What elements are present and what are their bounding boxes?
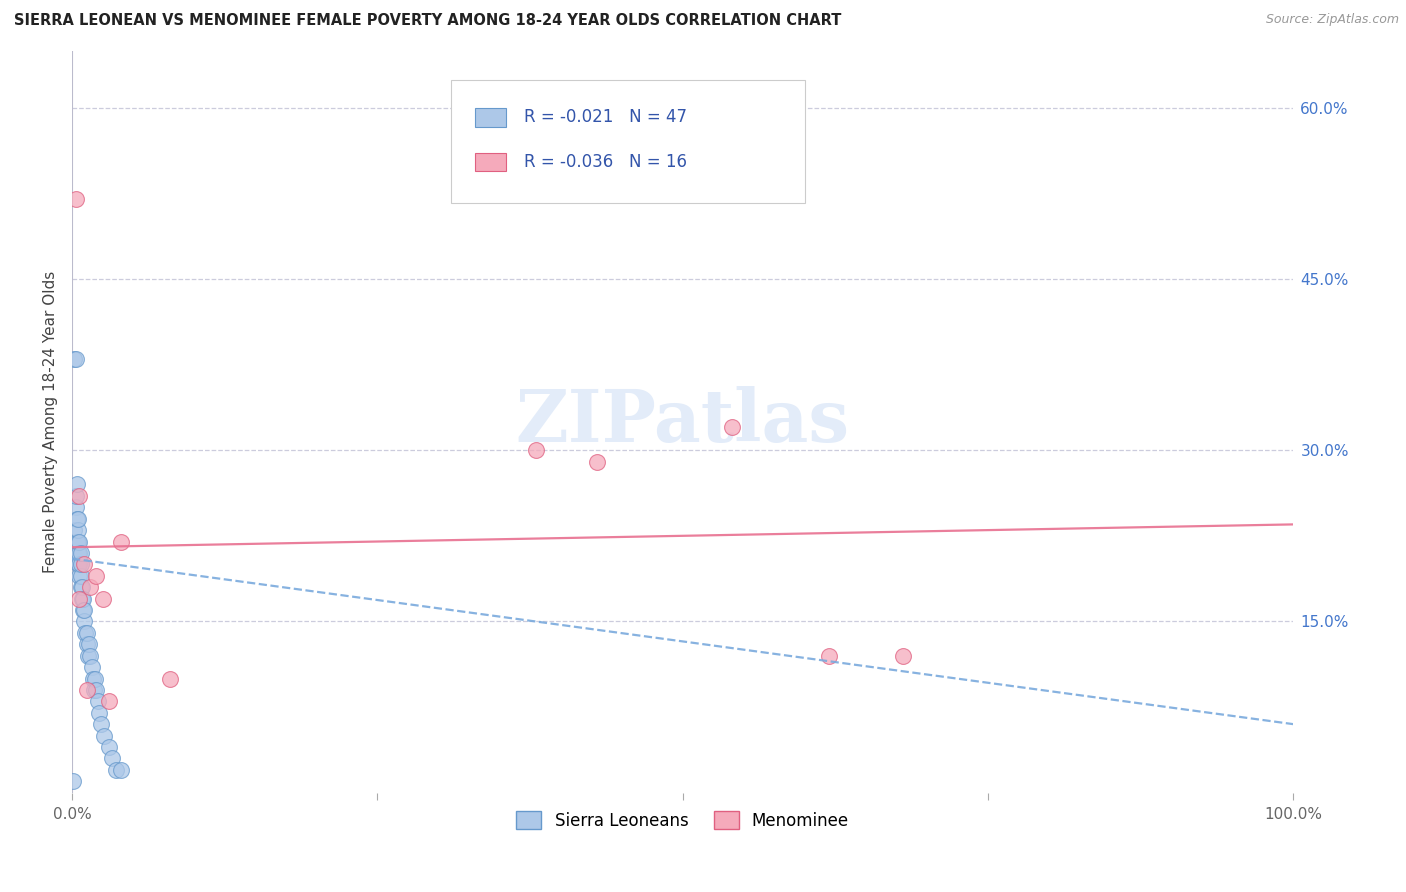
- Point: [63, 351, 86, 366]
- Point: [75, 625, 97, 640]
- Point: [110, 763, 132, 777]
- Text: R = -0.021   N = 47: R = -0.021 N = 47: [524, 109, 688, 127]
- Point: [67, 546, 90, 560]
- Point: [720, 420, 742, 434]
- Point: [69, 558, 91, 572]
- Point: [79, 648, 101, 663]
- Point: [90, 717, 112, 731]
- Point: [110, 534, 132, 549]
- Legend: Sierra Leoneans, Menominee: Sierra Leoneans, Menominee: [510, 805, 856, 837]
- Point: [69, 546, 91, 560]
- Point: [818, 648, 841, 663]
- FancyBboxPatch shape: [475, 108, 506, 127]
- Point: [77, 637, 100, 651]
- Y-axis label: Female Poverty Among 18-24 Year Olds: Female Poverty Among 18-24 Year Olds: [44, 270, 58, 573]
- Point: [76, 637, 98, 651]
- Point: [69, 568, 91, 582]
- FancyBboxPatch shape: [475, 153, 506, 171]
- Point: [67, 523, 90, 537]
- Text: ZIPatlas: ZIPatlas: [516, 386, 849, 458]
- Point: [62, 774, 84, 789]
- Point: [80, 660, 103, 674]
- Point: [97, 694, 120, 708]
- Point: [86, 568, 108, 582]
- Point: [77, 648, 100, 663]
- Point: [76, 682, 98, 697]
- Point: [70, 591, 93, 606]
- Point: [70, 580, 93, 594]
- Point: [67, 568, 90, 582]
- Text: Source: ZipAtlas.com: Source: ZipAtlas.com: [1265, 13, 1399, 27]
- Point: [97, 739, 120, 754]
- Point: [73, 615, 96, 629]
- Point: [67, 558, 90, 572]
- Point: [67, 546, 90, 560]
- Point: [72, 603, 94, 617]
- Text: SIERRA LEONEAN VS MENOMINEE FEMALE POVERTY AMONG 18-24 YEAR OLDS CORRELATION CHA: SIERRA LEONEAN VS MENOMINEE FEMALE POVER…: [14, 13, 841, 29]
- Point: [87, 706, 110, 720]
- Point: [67, 534, 90, 549]
- Point: [65, 351, 87, 366]
- Point: [82, 672, 104, 686]
- Point: [76, 625, 98, 640]
- Point: [67, 534, 90, 549]
- Point: [86, 694, 108, 708]
- Point: [86, 682, 108, 697]
- Point: [73, 558, 96, 572]
- Point: [66, 511, 89, 525]
- Point: [91, 591, 114, 606]
- Point: [79, 580, 101, 594]
- Point: [63, 523, 86, 537]
- Point: [93, 729, 115, 743]
- Point: [65, 500, 87, 515]
- Point: [586, 455, 609, 469]
- Point: [65, 192, 87, 206]
- Point: [66, 477, 89, 491]
- Point: [891, 648, 914, 663]
- Point: [524, 443, 547, 458]
- Point: [72, 591, 94, 606]
- Point: [84, 672, 107, 686]
- Point: [67, 591, 90, 606]
- Point: [104, 763, 127, 777]
- Text: R = -0.036   N = 16: R = -0.036 N = 16: [524, 153, 688, 171]
- Point: [67, 511, 90, 525]
- Point: [101, 751, 124, 765]
- FancyBboxPatch shape: [451, 80, 804, 202]
- Point: [159, 672, 181, 686]
- Point: [67, 558, 90, 572]
- Point: [69, 580, 91, 594]
- Point: [66, 534, 89, 549]
- Point: [73, 603, 96, 617]
- Point: [83, 682, 105, 697]
- Point: [67, 489, 90, 503]
- Point: [65, 489, 87, 503]
